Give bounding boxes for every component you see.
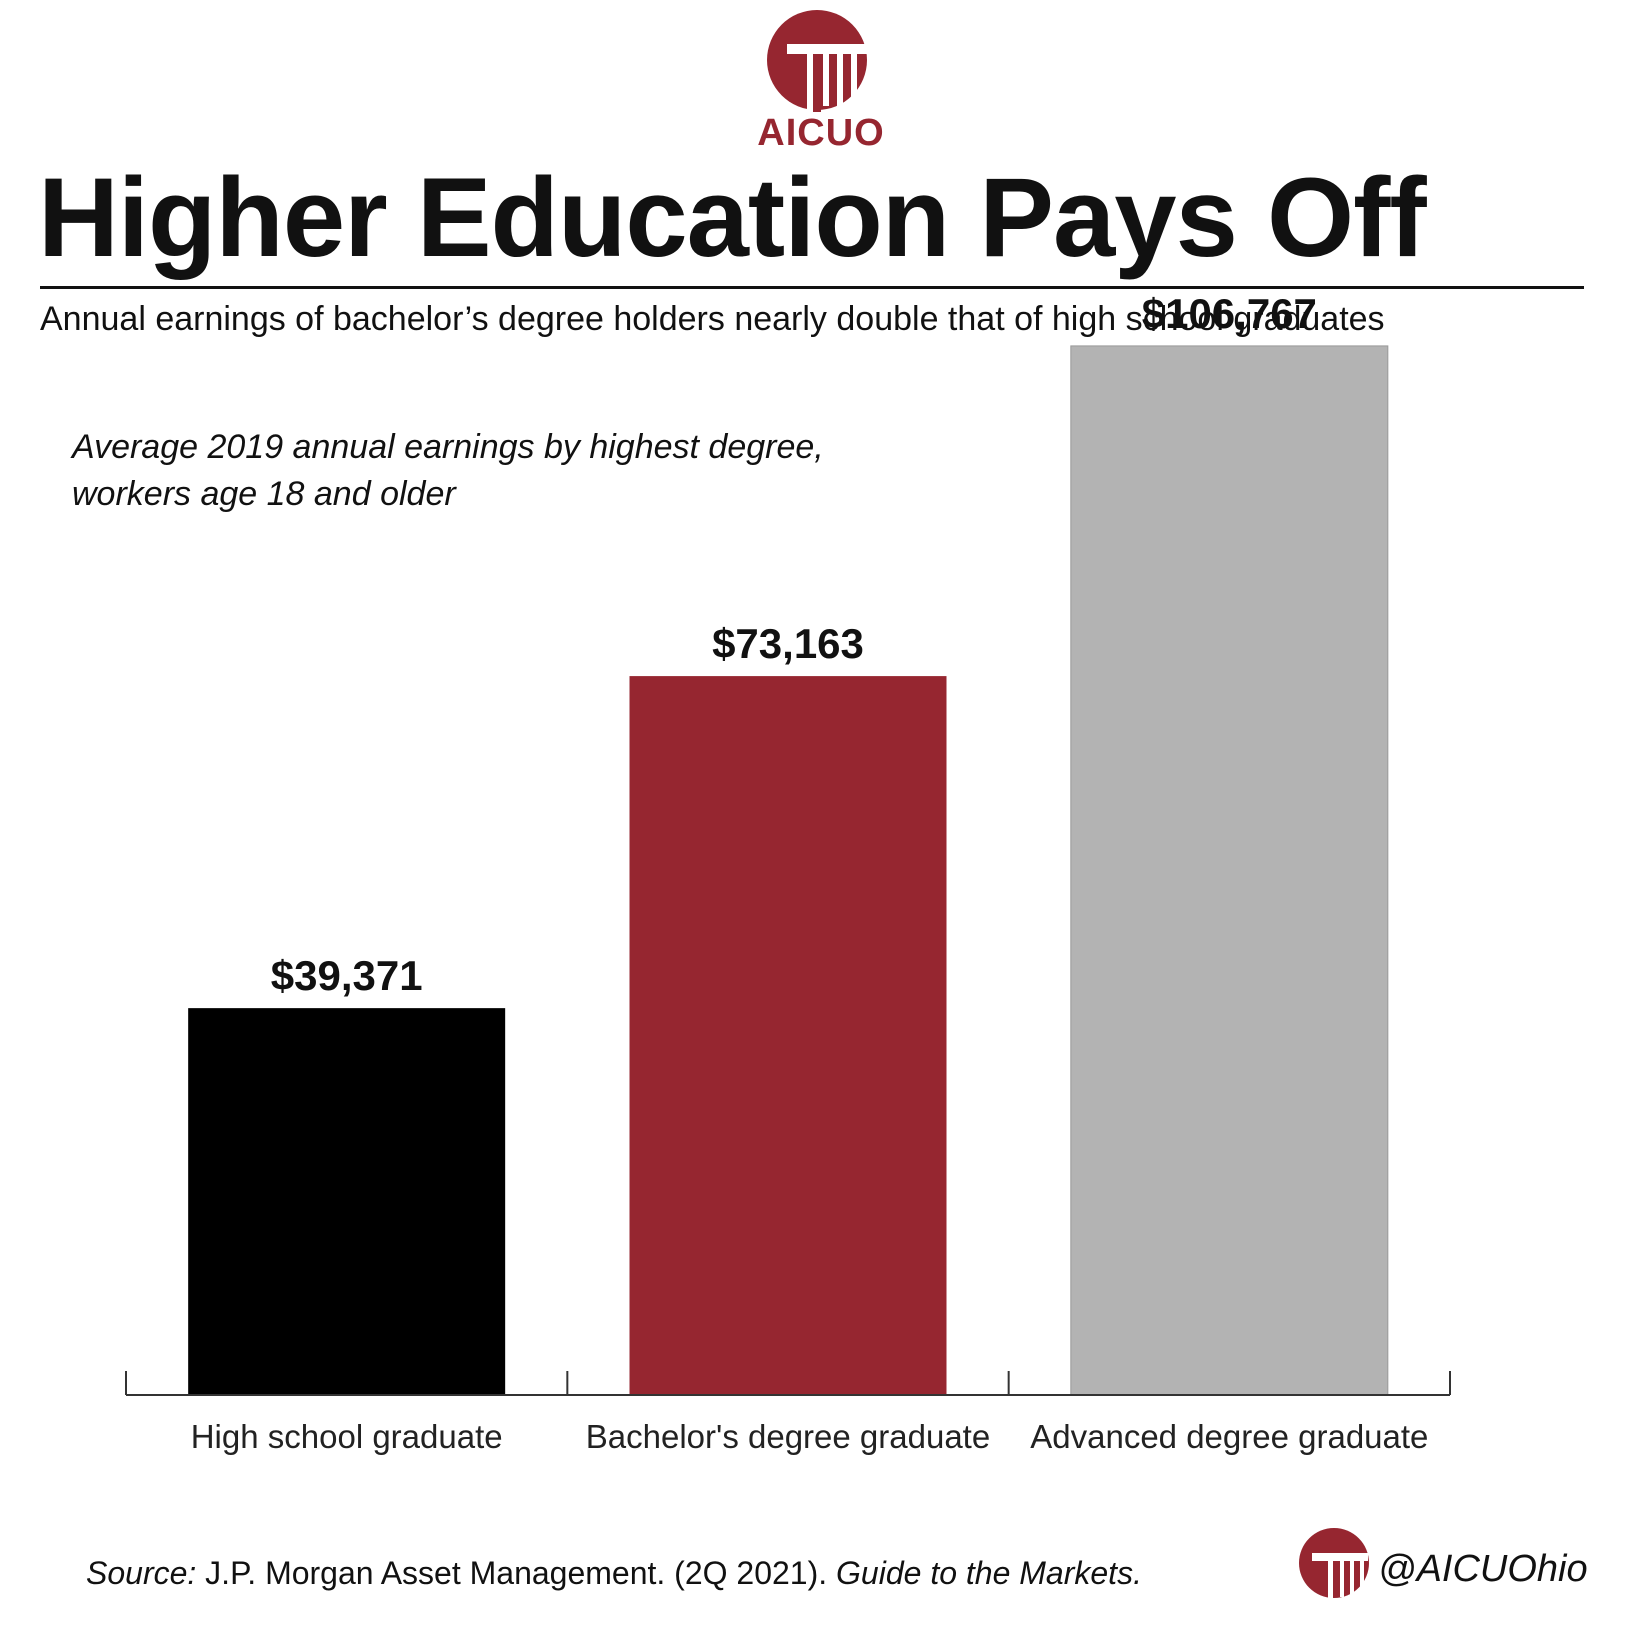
- aicuo-small-logo-icon: [1299, 1528, 1369, 1603]
- social-handle[interactable]: @AICUOhio: [1378, 1548, 1588, 1590]
- category-label-1: High school graduate: [191, 1418, 503, 1455]
- chart-note-line-2: workers age 18 and older: [72, 475, 456, 513]
- data-label-1: $39,371: [271, 952, 423, 999]
- source-text: J.P. Morgan Asset Management. (2Q 2021).: [196, 1555, 837, 1591]
- category-label-2: Bachelor's degree graduate: [586, 1418, 990, 1455]
- chart-note: Average 2019 annual earnings by highest …: [72, 424, 824, 518]
- bar-3: [1070, 345, 1389, 1396]
- data-label-3: $106,767: [1142, 290, 1317, 337]
- aicuo-logo-icon: [767, 10, 867, 112]
- chart-note-line-1: Average 2019 annual earnings by highest …: [72, 428, 824, 466]
- bar-2: [629, 676, 947, 1395]
- source-label: Source:: [86, 1555, 197, 1591]
- page-title: Higher Education Pays Off: [38, 155, 1427, 280]
- subtitle: Annual earnings of bachelor’s degree hol…: [40, 300, 1385, 338]
- category-label-3: Advanced degree graduate: [1030, 1418, 1428, 1455]
- data-label-2: $73,163: [712, 620, 864, 667]
- bar-1: [188, 1008, 506, 1395]
- logo-wordmark: AICUO: [757, 112, 885, 154]
- source-title: Guide to the Markets.: [836, 1555, 1142, 1591]
- title-divider: [40, 286, 1584, 289]
- source-citation: Source: J.P. Morgan Asset Management. (2…: [86, 1555, 1142, 1592]
